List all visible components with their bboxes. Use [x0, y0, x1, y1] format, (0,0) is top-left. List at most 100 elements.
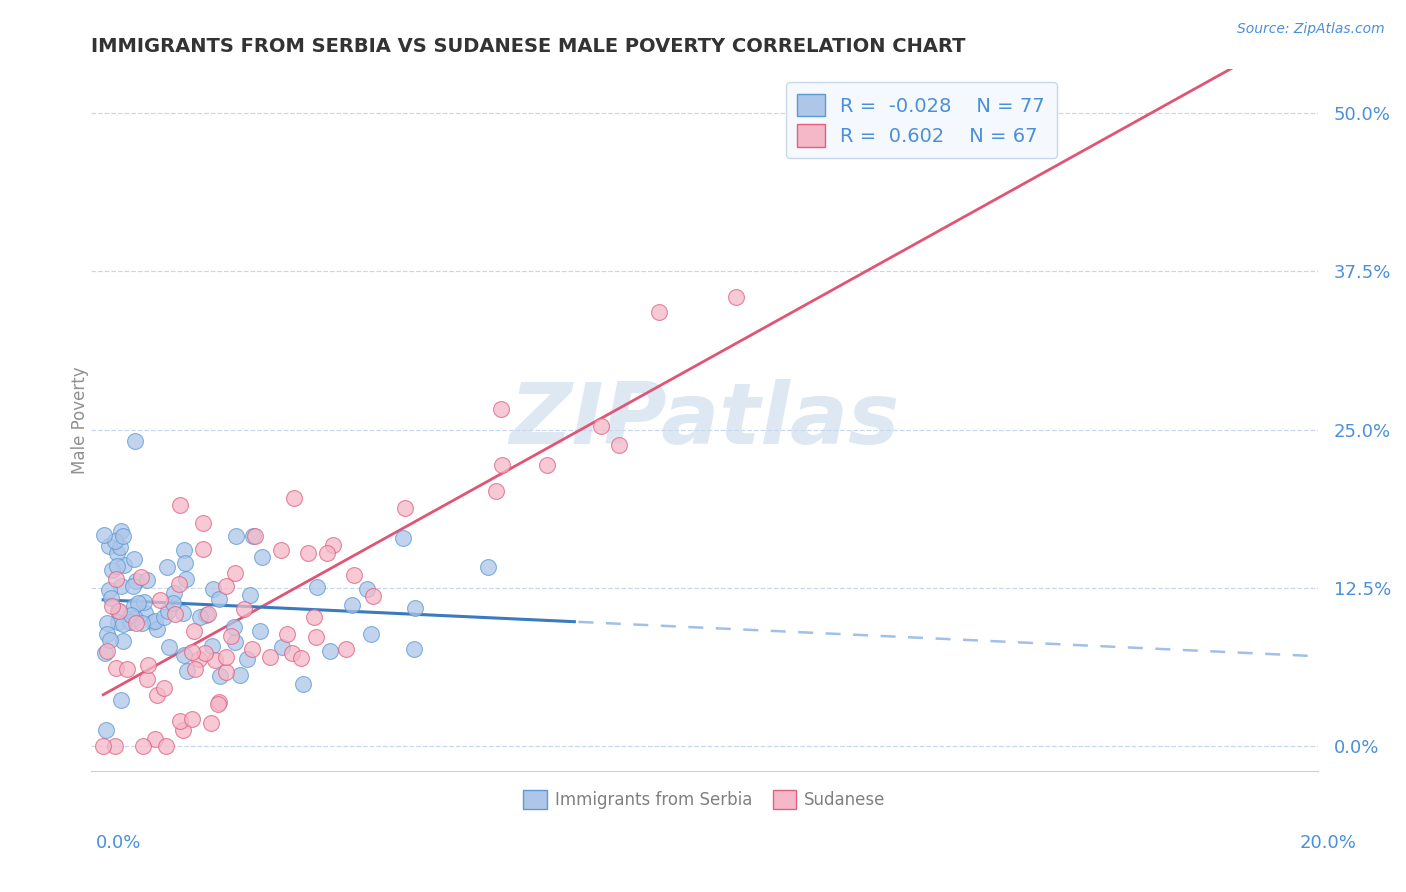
Point — [136, 573, 159, 587]
Point — [402, 642, 425, 657]
Point — [208, 592, 231, 607]
Point — [167, 577, 190, 591]
Point — [225, 529, 247, 543]
Point — [193, 542, 215, 557]
Y-axis label: Male Poverty: Male Poverty — [72, 367, 89, 474]
Point — [172, 606, 194, 620]
Point — [207, 697, 229, 711]
Point — [131, 616, 153, 631]
Point — [249, 624, 271, 638]
Point — [107, 615, 129, 630]
Point — [111, 529, 134, 543]
Point — [97, 539, 120, 553]
Point — [342, 598, 364, 612]
Point — [725, 290, 748, 304]
Point — [110, 579, 132, 593]
Point — [157, 640, 180, 655]
Point — [360, 627, 382, 641]
Point — [104, 661, 127, 675]
Point — [93, 528, 115, 542]
Point — [283, 491, 305, 506]
Point — [112, 558, 135, 572]
Point — [221, 629, 243, 643]
Point — [259, 649, 281, 664]
Point — [176, 572, 198, 586]
Point — [305, 580, 328, 594]
Point — [148, 593, 170, 607]
Point — [125, 616, 148, 631]
Point — [136, 657, 159, 672]
Point — [132, 595, 155, 609]
Point — [146, 688, 169, 702]
Point — [184, 662, 207, 676]
Point — [153, 681, 176, 695]
Point — [176, 665, 198, 679]
Point — [394, 501, 416, 516]
Text: 0.0%: 0.0% — [96, 834, 141, 852]
Point — [105, 573, 128, 587]
Point — [111, 616, 134, 631]
Legend: Immigrants from Serbia, Sudanese: Immigrants from Serbia, Sudanese — [517, 783, 893, 815]
Point — [224, 620, 246, 634]
Point — [204, 653, 226, 667]
Point — [343, 568, 366, 582]
Point — [391, 531, 413, 545]
Point — [122, 552, 145, 566]
Point — [215, 650, 238, 665]
Point — [101, 599, 124, 614]
Point — [276, 627, 298, 641]
Point — [134, 606, 156, 620]
Point — [127, 596, 149, 610]
Point — [98, 632, 121, 647]
Point — [162, 596, 184, 610]
Point — [305, 630, 328, 644]
Point — [335, 641, 357, 656]
Point — [297, 547, 319, 561]
Point — [224, 566, 246, 580]
Point — [142, 615, 165, 629]
Point — [96, 723, 118, 738]
Point — [250, 549, 273, 564]
Point — [200, 716, 222, 731]
Point — [242, 529, 264, 543]
Point — [124, 434, 146, 448]
Point — [239, 588, 262, 602]
Point — [96, 627, 118, 641]
Point — [197, 607, 219, 621]
Point — [224, 635, 246, 649]
Point — [132, 739, 155, 753]
Point — [101, 563, 124, 577]
Point — [105, 558, 128, 573]
Point — [356, 582, 378, 596]
Point — [215, 665, 238, 679]
Point — [281, 646, 304, 660]
Point — [105, 545, 128, 559]
Point — [107, 604, 129, 618]
Point — [302, 610, 325, 624]
Point — [100, 591, 122, 605]
Point — [648, 304, 671, 318]
Point — [290, 651, 312, 665]
Point — [489, 401, 512, 416]
Point — [292, 677, 315, 691]
Point — [180, 712, 202, 726]
Point — [322, 538, 344, 552]
Point — [209, 669, 232, 683]
Point — [143, 614, 166, 628]
Point — [201, 639, 224, 653]
Point — [98, 583, 121, 598]
Point — [194, 608, 217, 623]
Point — [115, 662, 138, 676]
Point — [491, 458, 513, 472]
Point — [110, 693, 132, 707]
Text: IMMIGRANTS FROM SERBIA VS SUDANESE MALE POVERTY CORRELATION CHART: IMMIGRANTS FROM SERBIA VS SUDANESE MALE … — [91, 37, 966, 56]
Point — [181, 645, 204, 659]
Point — [169, 714, 191, 728]
Point — [156, 560, 179, 574]
Point — [162, 585, 184, 599]
Point — [191, 516, 214, 530]
Point — [143, 732, 166, 747]
Point — [589, 419, 612, 434]
Point — [173, 648, 195, 662]
Point — [194, 646, 217, 660]
